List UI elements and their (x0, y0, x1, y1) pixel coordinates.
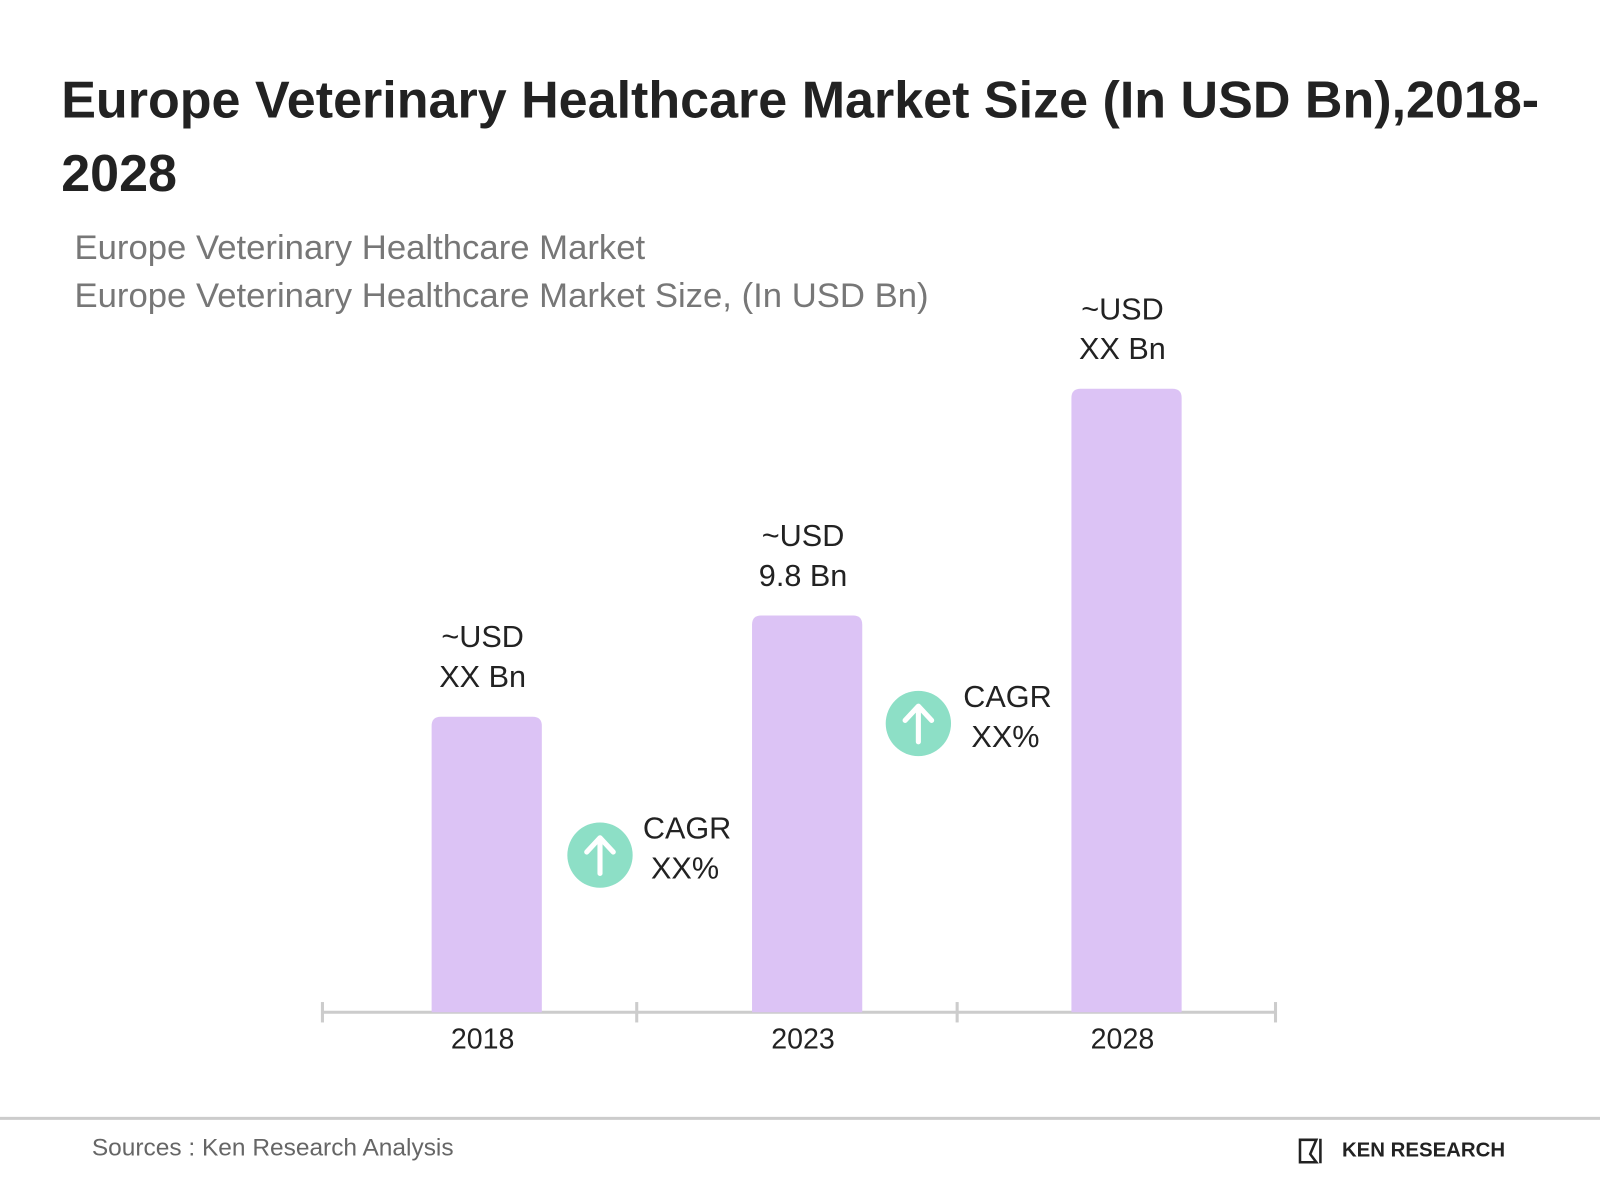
subtitle: Europe Veterinary Healthcare Market Size… (74, 277, 928, 315)
cagr-label: XX% (651, 852, 719, 886)
logo: KEN RESEARCH (1342, 1139, 1505, 1161)
value-label: XX Bn (439, 660, 526, 694)
chart-title: Europe Veterinary Healthcare Market Size… (61, 70, 1540, 203)
x-tick-label: 2018 (451, 1023, 515, 1055)
source: Sources : Ken Research Analysis (92, 1134, 454, 1161)
cagr-label: CAGR (963, 680, 1051, 714)
value-label: XX Bn (1079, 332, 1166, 366)
bar (752, 615, 863, 1013)
value-label: 9.8 Bn (759, 559, 848, 593)
x-tick-label: 2023 (771, 1023, 835, 1055)
bar (1071, 388, 1182, 1013)
x-tick-label: 2028 (1091, 1023, 1155, 1055)
subtitle: Europe Veterinary Healthcare Market (74, 229, 645, 267)
bar (431, 716, 542, 1013)
axis-ticks (320, 1002, 1278, 1023)
logo-icon (1298, 1138, 1322, 1164)
title-box: Europe Veterinary Healthcare Market Size… (61, 70, 1540, 203)
value-label: ~USD (441, 620, 524, 654)
cagr-arrow (584, 835, 616, 877)
cagr-label: XX% (971, 720, 1039, 754)
cagr-arrow (902, 703, 935, 745)
value-label: ~USD (762, 519, 845, 553)
cagr-label: CAGR (643, 812, 731, 846)
value-label: ~USD (1081, 292, 1164, 326)
